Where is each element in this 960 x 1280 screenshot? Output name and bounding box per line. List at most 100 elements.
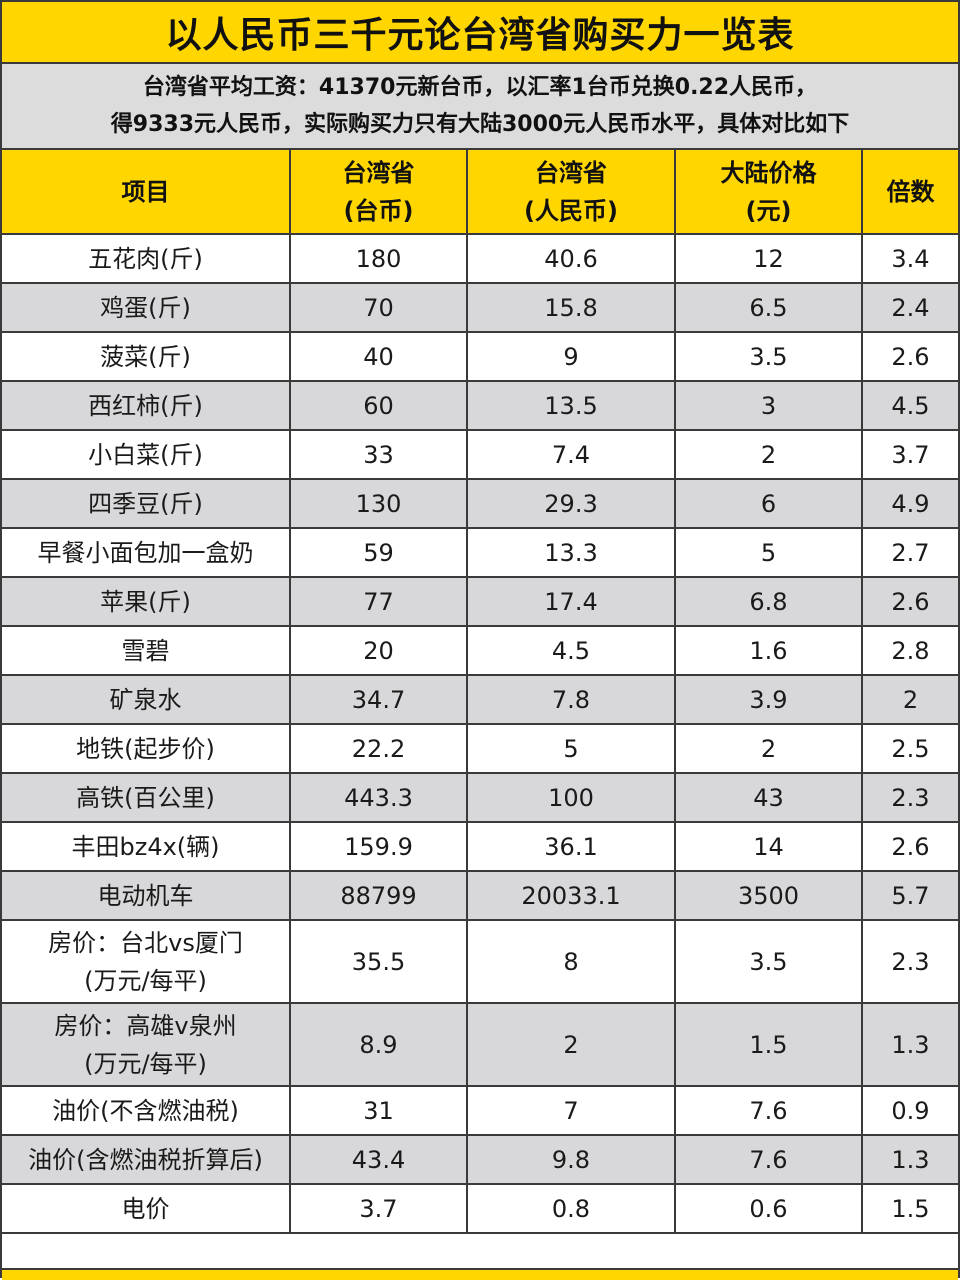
cell-taiwan-rmb: 4.5 — [466, 625, 676, 676]
cell-taiwan-twd: 443.3 — [289, 772, 468, 823]
cell-item: 丰田bz4x(辆) — [2, 821, 291, 872]
subtitle-line-2: 得9333元人民币，实际购买力只有大陆3000元人民币水平，具体对比如下 — [110, 112, 850, 137]
header-ratio: 倍数 — [861, 150, 958, 235]
table-row: 房价：台北vs厦门 (万元/每平) 35.5 8 3.5 2.3 — [2, 919, 958, 1004]
cell-taiwan-rmb: 17.4 — [466, 576, 676, 627]
table-row: 苹果(斤) 77 17.4 6.8 2.6 — [2, 576, 958, 627]
cell-taiwan-twd: 31 — [289, 1085, 468, 1136]
cell-taiwan-twd: 35.5 — [289, 919, 468, 1004]
cell-ratio: 0.9 — [861, 1085, 958, 1136]
cell-mainland-price: 6.8 — [674, 576, 863, 627]
cell-mainland-price: 0.6 — [674, 1183, 863, 1234]
page-title: 以人民币三千元论台湾省购买力一览表 — [2, 0, 958, 64]
cell-taiwan-rmb: 5 — [466, 723, 676, 774]
footer-strip — [2, 1268, 958, 1280]
cell-taiwan-twd: 22.2 — [289, 723, 468, 774]
table-row: 油价(不含燃油税) 31 7 7.6 0.9 — [2, 1085, 958, 1136]
cell-mainland-price: 7.6 — [674, 1085, 863, 1136]
cell-taiwan-rmb: 9 — [466, 331, 676, 382]
cell-taiwan-twd: 43.4 — [289, 1134, 468, 1185]
table-row: 菠菜(斤) 40 9 3.5 2.6 — [2, 331, 958, 382]
cell-mainland-price: 1.6 — [674, 625, 863, 676]
cell-taiwan-rmb: 20033.1 — [466, 870, 676, 921]
cell-item: 鸡蛋(斤) — [2, 282, 291, 333]
cell-taiwan-rmb: 7.4 — [466, 429, 676, 480]
cell-mainland-price: 6.5 — [674, 282, 863, 333]
cell-ratio: 2.3 — [861, 919, 958, 1004]
cell-taiwan-twd: 20 — [289, 625, 468, 676]
cell-ratio: 3.7 — [861, 429, 958, 480]
cell-mainland-price: 5 — [674, 527, 863, 578]
cell-taiwan-rmb: 0.8 — [466, 1183, 676, 1234]
cell-item: 西红柿(斤) — [2, 380, 291, 431]
cell-taiwan-twd: 60 — [289, 380, 468, 431]
cell-item: 房价：台北vs厦门 (万元/每平) — [2, 919, 291, 1004]
cell-mainland-price: 3.9 — [674, 674, 863, 725]
cell-taiwan-twd: 3.7 — [289, 1183, 468, 1234]
cell-taiwan-twd: 88799 — [289, 870, 468, 921]
cell-ratio: 2.6 — [861, 821, 958, 872]
cell-item: 菠菜(斤) — [2, 331, 291, 382]
table-row: 五花肉(斤) 180 40.6 12 3.4 — [2, 233, 958, 284]
cell-taiwan-rmb: 36.1 — [466, 821, 676, 872]
cell-item: 雪碧 — [2, 625, 291, 676]
price-comparison-table: 项目 台湾省 (台币) 台湾省 (人民币) 大陆价格 (元) 倍数 五花肉(斤) 180… — [2, 150, 958, 1234]
cell-taiwan-rmb: 29.3 — [466, 478, 676, 529]
table-row: 西红柿(斤) 60 13.5 3 4.5 — [2, 380, 958, 431]
cell-taiwan-twd: 40 — [289, 331, 468, 382]
cell-taiwan-rmb: 13.3 — [466, 527, 676, 578]
cell-taiwan-rmb: 8 — [466, 919, 676, 1004]
cell-ratio: 4.5 — [861, 380, 958, 431]
cell-ratio: 2.3 — [861, 772, 958, 823]
cell-taiwan-twd: 130 — [289, 478, 468, 529]
cell-mainland-price: 3500 — [674, 870, 863, 921]
cell-item: 电价 — [2, 1183, 291, 1234]
table-row: 小白菜(斤) 33 7.4 2 3.7 — [2, 429, 958, 480]
header-taiwan-rmb: 台湾省 (人民币) — [466, 150, 676, 235]
cell-mainland-price: 43 — [674, 772, 863, 823]
cell-item: 四季豆(斤) — [2, 478, 291, 529]
cell-item: 油价(含燃油税折算后) — [2, 1134, 291, 1185]
subtitle-line-1: 台湾省平均工资：41370元新台币，以汇率1台币兑换0.22人民币， — [142, 75, 818, 100]
cell-ratio: 1.3 — [861, 1002, 958, 1087]
cell-ratio: 2.7 — [861, 527, 958, 578]
cell-taiwan-twd: 33 — [289, 429, 468, 480]
table-row: 高铁(百公里) 443.3 100 43 2.3 — [2, 772, 958, 823]
cell-taiwan-rmb: 40.6 — [466, 233, 676, 284]
cell-item: 苹果(斤) — [2, 576, 291, 627]
table-row: 地铁(起步价) 22.2 5 2 2.5 — [2, 723, 958, 774]
cell-taiwan-rmb: 13.5 — [466, 380, 676, 431]
table-row: 油价(含燃油税折算后) 43.4 9.8 7.6 1.3 — [2, 1134, 958, 1185]
cell-taiwan-twd: 8.9 — [289, 1002, 468, 1087]
cell-mainland-price: 3.5 — [674, 331, 863, 382]
table-row: 四季豆(斤) 130 29.3 6 4.9 — [2, 478, 958, 529]
cell-taiwan-twd: 77 — [289, 576, 468, 627]
cell-item: 五花肉(斤) — [2, 233, 291, 284]
cell-item: 电动机车 — [2, 870, 291, 921]
cell-mainland-price: 2 — [674, 429, 863, 480]
subtitle-note: 台湾省平均工资：41370元新台币，以汇率1台币兑换0.22人民币， 得9333… — [2, 64, 958, 150]
table-row: 矿泉水 34.7 7.8 3.9 2 — [2, 674, 958, 725]
cell-ratio: 2.6 — [861, 331, 958, 382]
table-row: 电价 3.7 0.8 0.6 1.5 — [2, 1183, 958, 1234]
cell-ratio: 2.6 — [861, 576, 958, 627]
cell-item: 矿泉水 — [2, 674, 291, 725]
cell-mainland-price: 6 — [674, 478, 863, 529]
cell-item: 早餐小面包加一盒奶 — [2, 527, 291, 578]
cell-ratio: 1.3 — [861, 1134, 958, 1185]
cell-item: 房价：高雄v泉州 (万元/每平) — [2, 1002, 291, 1087]
cell-ratio: 3.4 — [861, 233, 958, 284]
cell-mainland-price: 3 — [674, 380, 863, 431]
cell-taiwan-rmb: 2 — [466, 1002, 676, 1087]
cell-mainland-price: 7.6 — [674, 1134, 863, 1185]
cell-item: 小白菜(斤) — [2, 429, 291, 480]
cell-item: 地铁(起步价) — [2, 723, 291, 774]
cell-taiwan-twd: 159.9 — [289, 821, 468, 872]
cell-ratio: 5.7 — [861, 870, 958, 921]
cell-mainland-price: 12 — [674, 233, 863, 284]
cell-mainland-price: 1.5 — [674, 1002, 863, 1087]
cell-mainland-price: 2 — [674, 723, 863, 774]
cell-mainland-price: 14 — [674, 821, 863, 872]
header-taiwan-twd: 台湾省 (台币) — [289, 150, 468, 235]
